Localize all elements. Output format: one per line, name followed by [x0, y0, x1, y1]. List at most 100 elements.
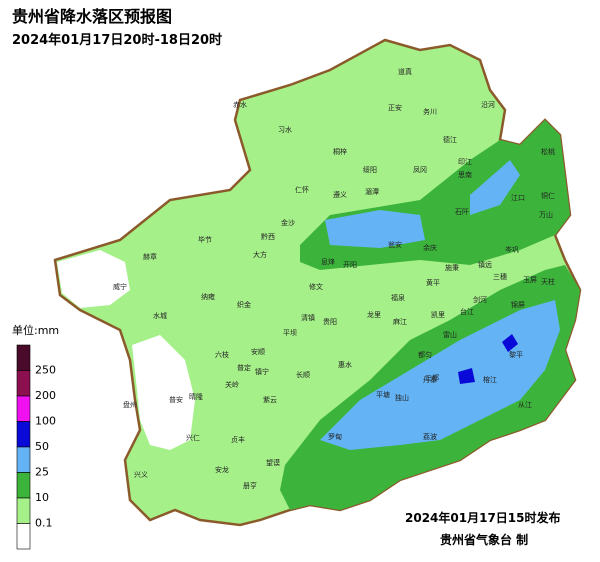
county-label: 黄平: [426, 278, 440, 287]
county-label: 黔西: [261, 232, 275, 241]
title: 贵州省降水落区预报图: [12, 7, 172, 26]
county-label: 玉屏: [523, 276, 537, 284]
county-label: 平坝: [283, 328, 297, 337]
county-label: 晴隆: [189, 392, 203, 401]
county-label: 平塘: [376, 390, 390, 399]
county-label: 兴仁: [186, 433, 200, 442]
legend-swatch: [16, 370, 31, 397]
county-label: 万山: [539, 210, 553, 219]
legend-unit: 单位:mm: [12, 323, 59, 337]
rain-25: [470, 160, 520, 215]
county-label: 威宁: [113, 282, 127, 291]
legend-swatch: [16, 472, 31, 499]
county-label: 锦屏: [511, 300, 525, 309]
county-label: 德江: [443, 135, 457, 144]
county-label: 赤水: [233, 100, 247, 109]
county-label: 赫章: [143, 252, 157, 261]
county-label: 福泉: [391, 293, 405, 302]
legend-swatch: [16, 523, 31, 550]
rain-50: [502, 334, 518, 352]
county-label: 普定: [237, 363, 251, 372]
county-label: 绥阳: [363, 165, 377, 174]
county-label: 道真: [398, 67, 412, 76]
county-label: 丹寨: [423, 375, 437, 384]
legend-label: 250: [35, 364, 56, 377]
legend-swatch: [16, 395, 31, 422]
county-label: 毕节: [198, 235, 212, 244]
county-label: 桐梓: [333, 147, 347, 156]
county-label: 松桃: [541, 147, 555, 156]
county-label: 正安: [388, 103, 402, 112]
legend-swatch: [16, 344, 31, 371]
rain-25: [325, 210, 425, 248]
county-label: 安龙: [215, 465, 229, 474]
county-label: 榕江: [483, 375, 497, 384]
county-label: 普安: [169, 395, 183, 404]
county-label: 织金: [237, 300, 251, 309]
rain-50: [458, 368, 475, 384]
county-label: 从江: [518, 401, 532, 409]
issued: 2024年01月17日15时发布: [405, 510, 561, 525]
county-label: 兴义: [134, 470, 148, 479]
legend-swatch: [16, 446, 31, 473]
county-label: 关岭: [225, 380, 239, 389]
agency: 贵州省气象台 制: [440, 532, 528, 547]
legend-swatch: [16, 497, 31, 524]
county-label: 三都: [425, 374, 439, 382]
county-label: 印江: [458, 158, 472, 166]
legend-swatch: [16, 421, 31, 448]
county-label: 镇宁: [255, 367, 269, 376]
rain-25: [320, 300, 560, 450]
county-label: 铜仁: [541, 191, 555, 200]
county-label: 安顺: [251, 347, 265, 356]
county-label: 凤冈: [413, 166, 427, 174]
county-label: 岑巩: [505, 245, 519, 254]
county-label: 六枝: [215, 350, 229, 359]
county-label: 施秉: [445, 263, 459, 272]
legend-label: 25: [35, 466, 49, 479]
county-label: 开阳: [343, 260, 357, 269]
county-label: 镇远: [478, 260, 492, 269]
county-label: 都匀: [418, 350, 432, 359]
county-label: 天柱: [541, 277, 555, 286]
county-label: 修文: [309, 282, 323, 291]
county-label: 习水: [278, 125, 292, 134]
county-label: 沿河: [481, 100, 495, 109]
legend-label: 0.1: [35, 517, 53, 530]
county-label: 雷山: [443, 330, 457, 339]
county-label: 台江: [460, 307, 474, 316]
county-label: 纳雍: [201, 292, 215, 301]
county-label: 遵义: [333, 190, 347, 199]
county-label: 息烽: [321, 257, 335, 266]
county-label: 水城: [153, 311, 167, 320]
county-label: 长顺: [296, 370, 310, 379]
county-label: 册亨: [243, 481, 257, 490]
legend-label: 10: [35, 491, 49, 504]
county-label: 盘州: [123, 400, 137, 409]
legend-label: 200: [35, 389, 56, 402]
county-label: 湄潭: [365, 187, 379, 196]
county-label: 大方: [253, 250, 267, 259]
county-label: 石阡: [455, 207, 469, 216]
county-label: 清镇: [301, 313, 315, 322]
county-label: 惠水: [338, 360, 352, 369]
legend-label: 100: [35, 415, 56, 428]
county-label: 余庆: [423, 243, 437, 252]
county-label: 罗甸: [328, 432, 342, 441]
county-label: 麻江: [393, 317, 407, 326]
county-label: 凯里: [431, 310, 445, 319]
county-label: 黎平: [509, 350, 523, 359]
no-rain-area: [132, 335, 195, 450]
county-label: 思南: [458, 170, 472, 179]
county-label: 望谟: [266, 458, 280, 467]
county-label: 剑河: [473, 295, 487, 304]
county-label: 仁怀: [295, 185, 309, 194]
county-label: 三穗: [493, 272, 507, 281]
county-label: 金沙: [281, 218, 295, 227]
county-label: 务川: [423, 107, 437, 116]
no-rain-area: [57, 250, 130, 308]
subtitle: 2024年01月17日20时-18日20时: [12, 32, 222, 48]
county-label: 龙里: [367, 310, 381, 319]
